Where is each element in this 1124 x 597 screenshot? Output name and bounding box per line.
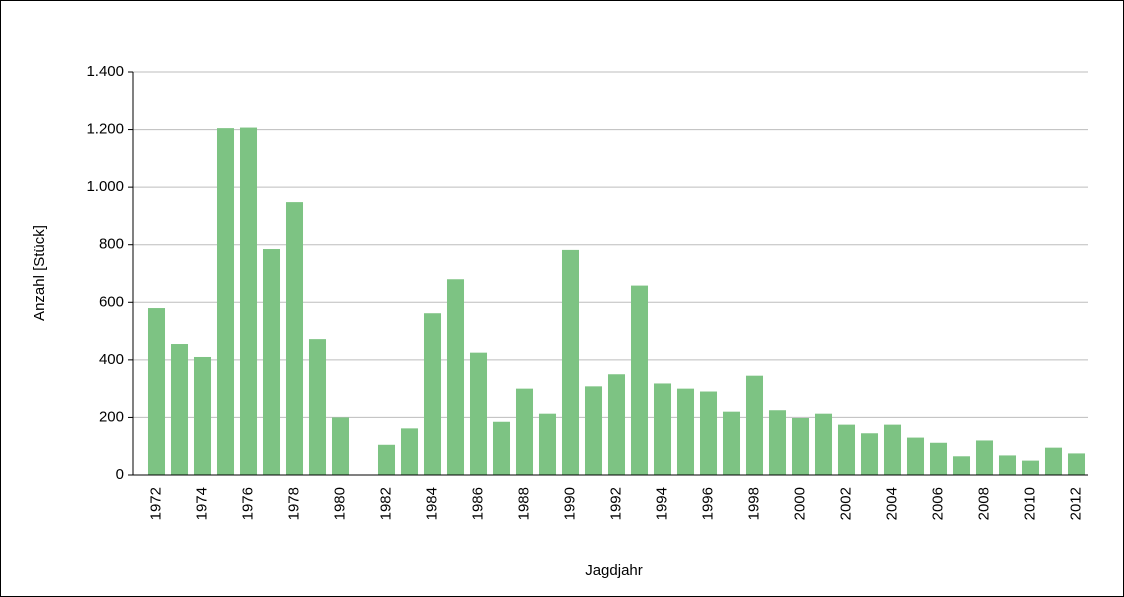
bar xyxy=(1021,460,1040,475)
bar xyxy=(791,418,810,475)
x-tick-label: 1980 xyxy=(331,487,348,520)
bar xyxy=(423,313,442,475)
x-tick-label: 1978 xyxy=(285,487,302,520)
bar xyxy=(814,413,833,475)
y-axis-title: Anzahl [Stück] xyxy=(31,225,48,321)
bar xyxy=(170,344,189,475)
bar xyxy=(469,352,488,475)
x-tick-label: 2000 xyxy=(791,487,808,520)
y-tick-label: 800 xyxy=(99,236,124,253)
bar xyxy=(216,128,235,475)
bar xyxy=(699,391,718,475)
y-tick-label: 200 xyxy=(99,408,124,425)
x-tick-label: 1994 xyxy=(653,487,670,520)
bar xyxy=(929,442,948,475)
bar xyxy=(285,202,304,475)
y-tick-label: 1.400 xyxy=(86,63,124,80)
x-tick-label: 2006 xyxy=(929,487,946,520)
bar xyxy=(883,424,902,475)
bar xyxy=(193,356,212,475)
bar xyxy=(653,383,672,475)
bar xyxy=(630,285,649,475)
bar xyxy=(906,437,925,475)
bar xyxy=(837,424,856,475)
bar xyxy=(584,386,603,475)
y-tick-label: 1.200 xyxy=(86,121,124,138)
x-tick-label: 1976 xyxy=(239,487,256,520)
y-tick-label: 400 xyxy=(99,351,124,368)
bar xyxy=(676,388,695,475)
bar xyxy=(377,444,396,475)
x-tick-label: 2002 xyxy=(837,487,854,520)
bar xyxy=(952,456,971,475)
x-tick-label: 1974 xyxy=(193,487,210,520)
y-tick-label: 1.000 xyxy=(86,178,124,195)
x-tick-label: 1992 xyxy=(607,487,624,520)
bar xyxy=(1044,447,1063,475)
x-tick-label: 1996 xyxy=(699,487,716,520)
bar xyxy=(768,410,787,475)
bar xyxy=(308,339,327,475)
bar xyxy=(998,455,1017,475)
bar xyxy=(492,421,511,475)
bar xyxy=(446,279,465,475)
y-tick-label: 600 xyxy=(99,293,124,310)
bar xyxy=(561,249,580,475)
x-tick-label: 2012 xyxy=(1067,487,1084,520)
bar xyxy=(1067,453,1086,475)
y-tick-label: 0 xyxy=(116,466,124,483)
x-tick-label: 1998 xyxy=(745,487,762,520)
x-tick-label: 2010 xyxy=(1021,487,1038,520)
bar xyxy=(331,417,350,475)
bar xyxy=(239,127,258,475)
bar xyxy=(745,375,764,475)
x-tick-label: 2008 xyxy=(975,487,992,520)
bar xyxy=(538,413,557,475)
x-tick-label: 1988 xyxy=(515,487,532,520)
x-tick-label: 1984 xyxy=(423,487,440,520)
x-axis-title: Jagdjahr xyxy=(585,562,643,579)
bar xyxy=(722,411,741,475)
bar xyxy=(515,388,534,475)
x-tick-label: 1986 xyxy=(469,487,486,520)
bar xyxy=(262,249,281,475)
bar xyxy=(975,440,994,475)
x-tick-label: 1972 xyxy=(147,487,164,520)
bar xyxy=(607,374,626,475)
x-tick-label: 2004 xyxy=(883,487,900,520)
x-tick-label: 1990 xyxy=(561,487,578,520)
bar xyxy=(147,308,166,475)
bar xyxy=(400,428,419,475)
bar xyxy=(860,433,879,475)
x-tick-label: 1982 xyxy=(377,487,394,520)
